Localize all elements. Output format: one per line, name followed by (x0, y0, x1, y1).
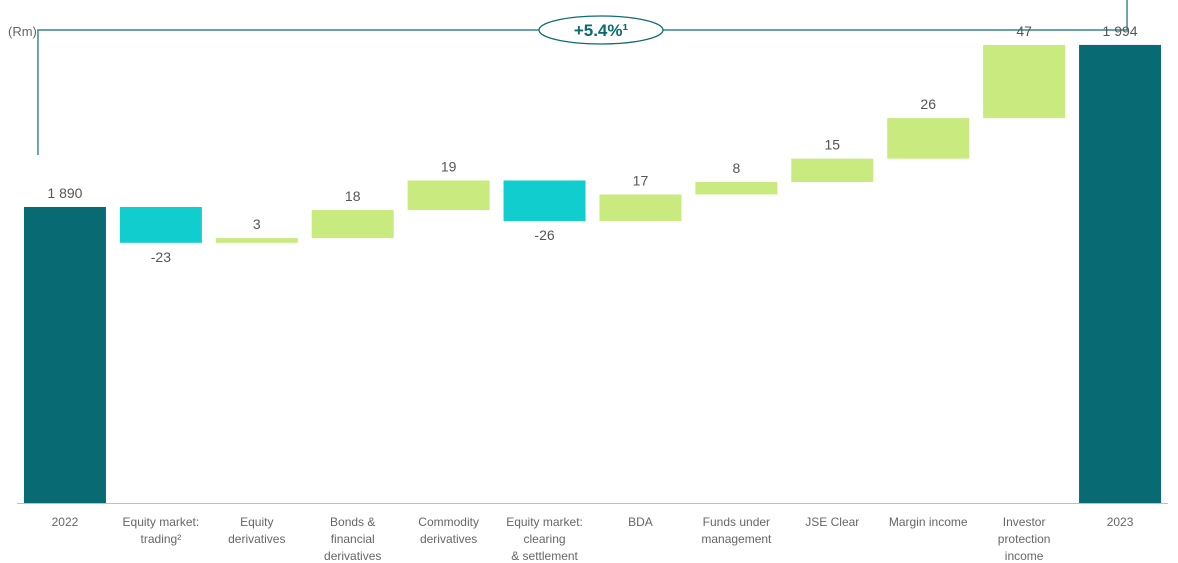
x-tick-label: Margin income (889, 515, 968, 529)
data-label: 15 (825, 137, 841, 153)
data-label: 19 (441, 158, 457, 174)
bar-increase (791, 158, 874, 183)
data-label: 1 994 (1103, 23, 1138, 39)
bar-increase (599, 194, 682, 221)
growth-oval (538, 15, 664, 45)
growth-label: +5.4%¹ (574, 21, 629, 40)
x-tick-label: Equity market: trading² (123, 515, 200, 546)
x-tick-label-line: JSE Clear (805, 515, 859, 529)
x-tick-label-line: Equity (240, 515, 273, 529)
x-tick-label-line: 2023 (1107, 515, 1134, 529)
x-tick-label-line: derivatives (324, 549, 381, 563)
x-tick-label-line: financial (331, 532, 375, 546)
data-label: 26 (920, 96, 936, 112)
x-tick-label-line: protection (998, 532, 1051, 546)
bar-increase (887, 118, 970, 159)
bar-increase (311, 210, 394, 239)
x-tick-label-line: income (1005, 549, 1044, 563)
x-tick-label: Bonds & financial derivatives (324, 515, 381, 563)
x-tick-label-line: Investor (1003, 515, 1046, 529)
data-label: 17 (633, 173, 649, 189)
x-tick-label-line: Equity market: (506, 515, 583, 529)
x-tick-label: Commodity derivatives (418, 515, 479, 546)
x-tick-label: Equity derivatives (228, 515, 285, 546)
bar-increase (695, 182, 778, 195)
x-tick-label: Funds under management (701, 515, 772, 546)
x-tick-label: JSE Clear (805, 515, 859, 529)
x-tick-label-line: Bonds & (330, 515, 375, 529)
x-tick-label-line: Funds under (703, 515, 770, 529)
data-label: 47 (1016, 23, 1032, 39)
data-label: 1 890 (47, 185, 82, 201)
data-label: -23 (151, 249, 171, 265)
x-tick-label-line: Margin income (889, 515, 968, 529)
x-tick-label: 2023 (1107, 515, 1134, 529)
data-labels: 1 890 -23 3 18 19 -26 17 8 15 26 47 1 994 (47, 23, 1137, 265)
x-tick-label-line: Equity market: (123, 515, 200, 529)
bar-total (1079, 44, 1162, 504)
growth-bracket-line-right (663, 0, 1128, 31)
x-tick-label: Investor protection income (998, 515, 1051, 563)
x-tick-label-line: BDA (628, 515, 653, 529)
bar-increase (983, 44, 1066, 119)
bar-decrease (119, 206, 202, 243)
x-tick-label: 2022 (52, 515, 79, 529)
x-tick-label-line: & settlement (511, 549, 578, 563)
growth-bracket-line-left (37, 29, 539, 155)
bar-increase (215, 238, 298, 243)
data-label: 8 (732, 160, 740, 176)
x-tick-label-line: derivatives (420, 532, 477, 546)
data-label: -26 (534, 227, 554, 243)
bar-increase (407, 180, 490, 211)
bars (23, 44, 1162, 504)
bar-total (23, 206, 106, 503)
data-label: 18 (345, 188, 361, 204)
x-tick-label: BDA (628, 515, 653, 529)
data-label: 3 (253, 216, 261, 232)
x-tick-label: Equity market: clearing & settlement (506, 515, 583, 563)
x-tick-label-line: 2022 (52, 515, 79, 529)
bar-decrease (503, 180, 586, 221)
x-axis-tick-labels: 2022 Equity market: trading² Equity derivati… (52, 515, 1134, 563)
x-tick-label-line: clearing (524, 532, 566, 546)
x-tick-label-line: derivatives (228, 532, 285, 546)
growth-bracket: +5.4%¹ (37, 0, 1128, 155)
unit-label: (Rm) (8, 24, 37, 39)
x-tick-label-line: management (701, 532, 772, 546)
x-tick-label-line: trading² (141, 532, 182, 546)
x-tick-label-line: Commodity (418, 515, 479, 529)
